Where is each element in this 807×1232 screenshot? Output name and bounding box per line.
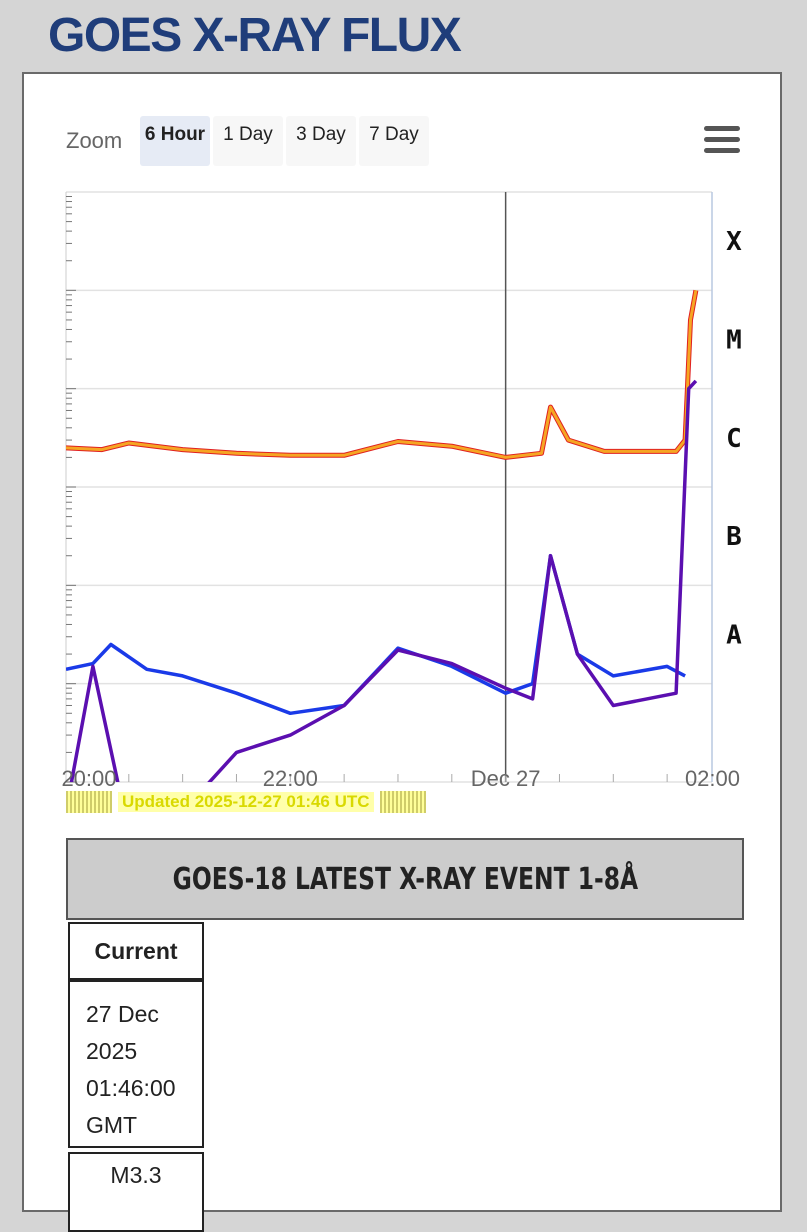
x-tick-label: 22:00 bbox=[263, 766, 318, 786]
hamburger-menu-icon[interactable] bbox=[704, 126, 740, 156]
series-line-short-channel-blue bbox=[66, 553, 686, 716]
flare-class-label: C bbox=[726, 424, 742, 454]
series-line-short-channel-purple bbox=[69, 379, 698, 782]
event-header-text: GOES-18 LATEST X-RAY EVENT 1-8Å bbox=[172, 861, 638, 897]
zoom-1-day-button[interactable]: 1 Day bbox=[213, 116, 283, 166]
flare-class-label: M bbox=[726, 326, 742, 356]
zoom-7-day-button[interactable]: 7 Day bbox=[359, 116, 429, 166]
event-time: 01:46:00 bbox=[86, 1075, 176, 1101]
event-header: GOES-18 LATEST X-RAY EVENT 1-8Å bbox=[66, 838, 744, 920]
event-date-year: 2025 bbox=[86, 1038, 138, 1064]
x-tick-label: 20:00 bbox=[61, 766, 116, 786]
flare-class-label: B bbox=[726, 522, 742, 552]
event-date-day: 27 Dec bbox=[86, 1001, 159, 1027]
chart-panel: Zoom 6 Hour 1 Day 3 Day 7 Day X M C B A 20:00… bbox=[22, 72, 782, 1232]
x-tick-label: 02:00 bbox=[685, 766, 740, 786]
updated-timestamp: Updated 2025-12-27 01:46 UTC bbox=[66, 790, 426, 814]
xray-flux-chart: X M C B A 20:00 22:00 Dec 27 02:00 bbox=[61, 191, 742, 786]
zoom-3-day-button[interactable]: 3 Day bbox=[286, 116, 356, 166]
series-line-long-orange bbox=[66, 290, 698, 459]
zoom-label: Zoom bbox=[66, 128, 123, 153]
zoom-6-hour-button[interactable]: 6 Hour bbox=[140, 116, 210, 166]
event-time-cell: 27 Dec 2025 01:46:00 GMT bbox=[68, 980, 204, 1148]
event-class-cell: M3.3 bbox=[68, 1152, 204, 1232]
current-column-header: Current bbox=[68, 922, 204, 980]
flare-class-label: A bbox=[726, 621, 742, 651]
flare-class-label: X bbox=[726, 227, 742, 257]
page-title: GOES X-RAY FLUX bbox=[48, 9, 462, 62]
updated-text: Updated 2025-12-27 01:46 UTC bbox=[118, 792, 374, 812]
x-tick-label: Dec 27 bbox=[471, 766, 541, 786]
event-timezone: GMT bbox=[86, 1112, 138, 1138]
